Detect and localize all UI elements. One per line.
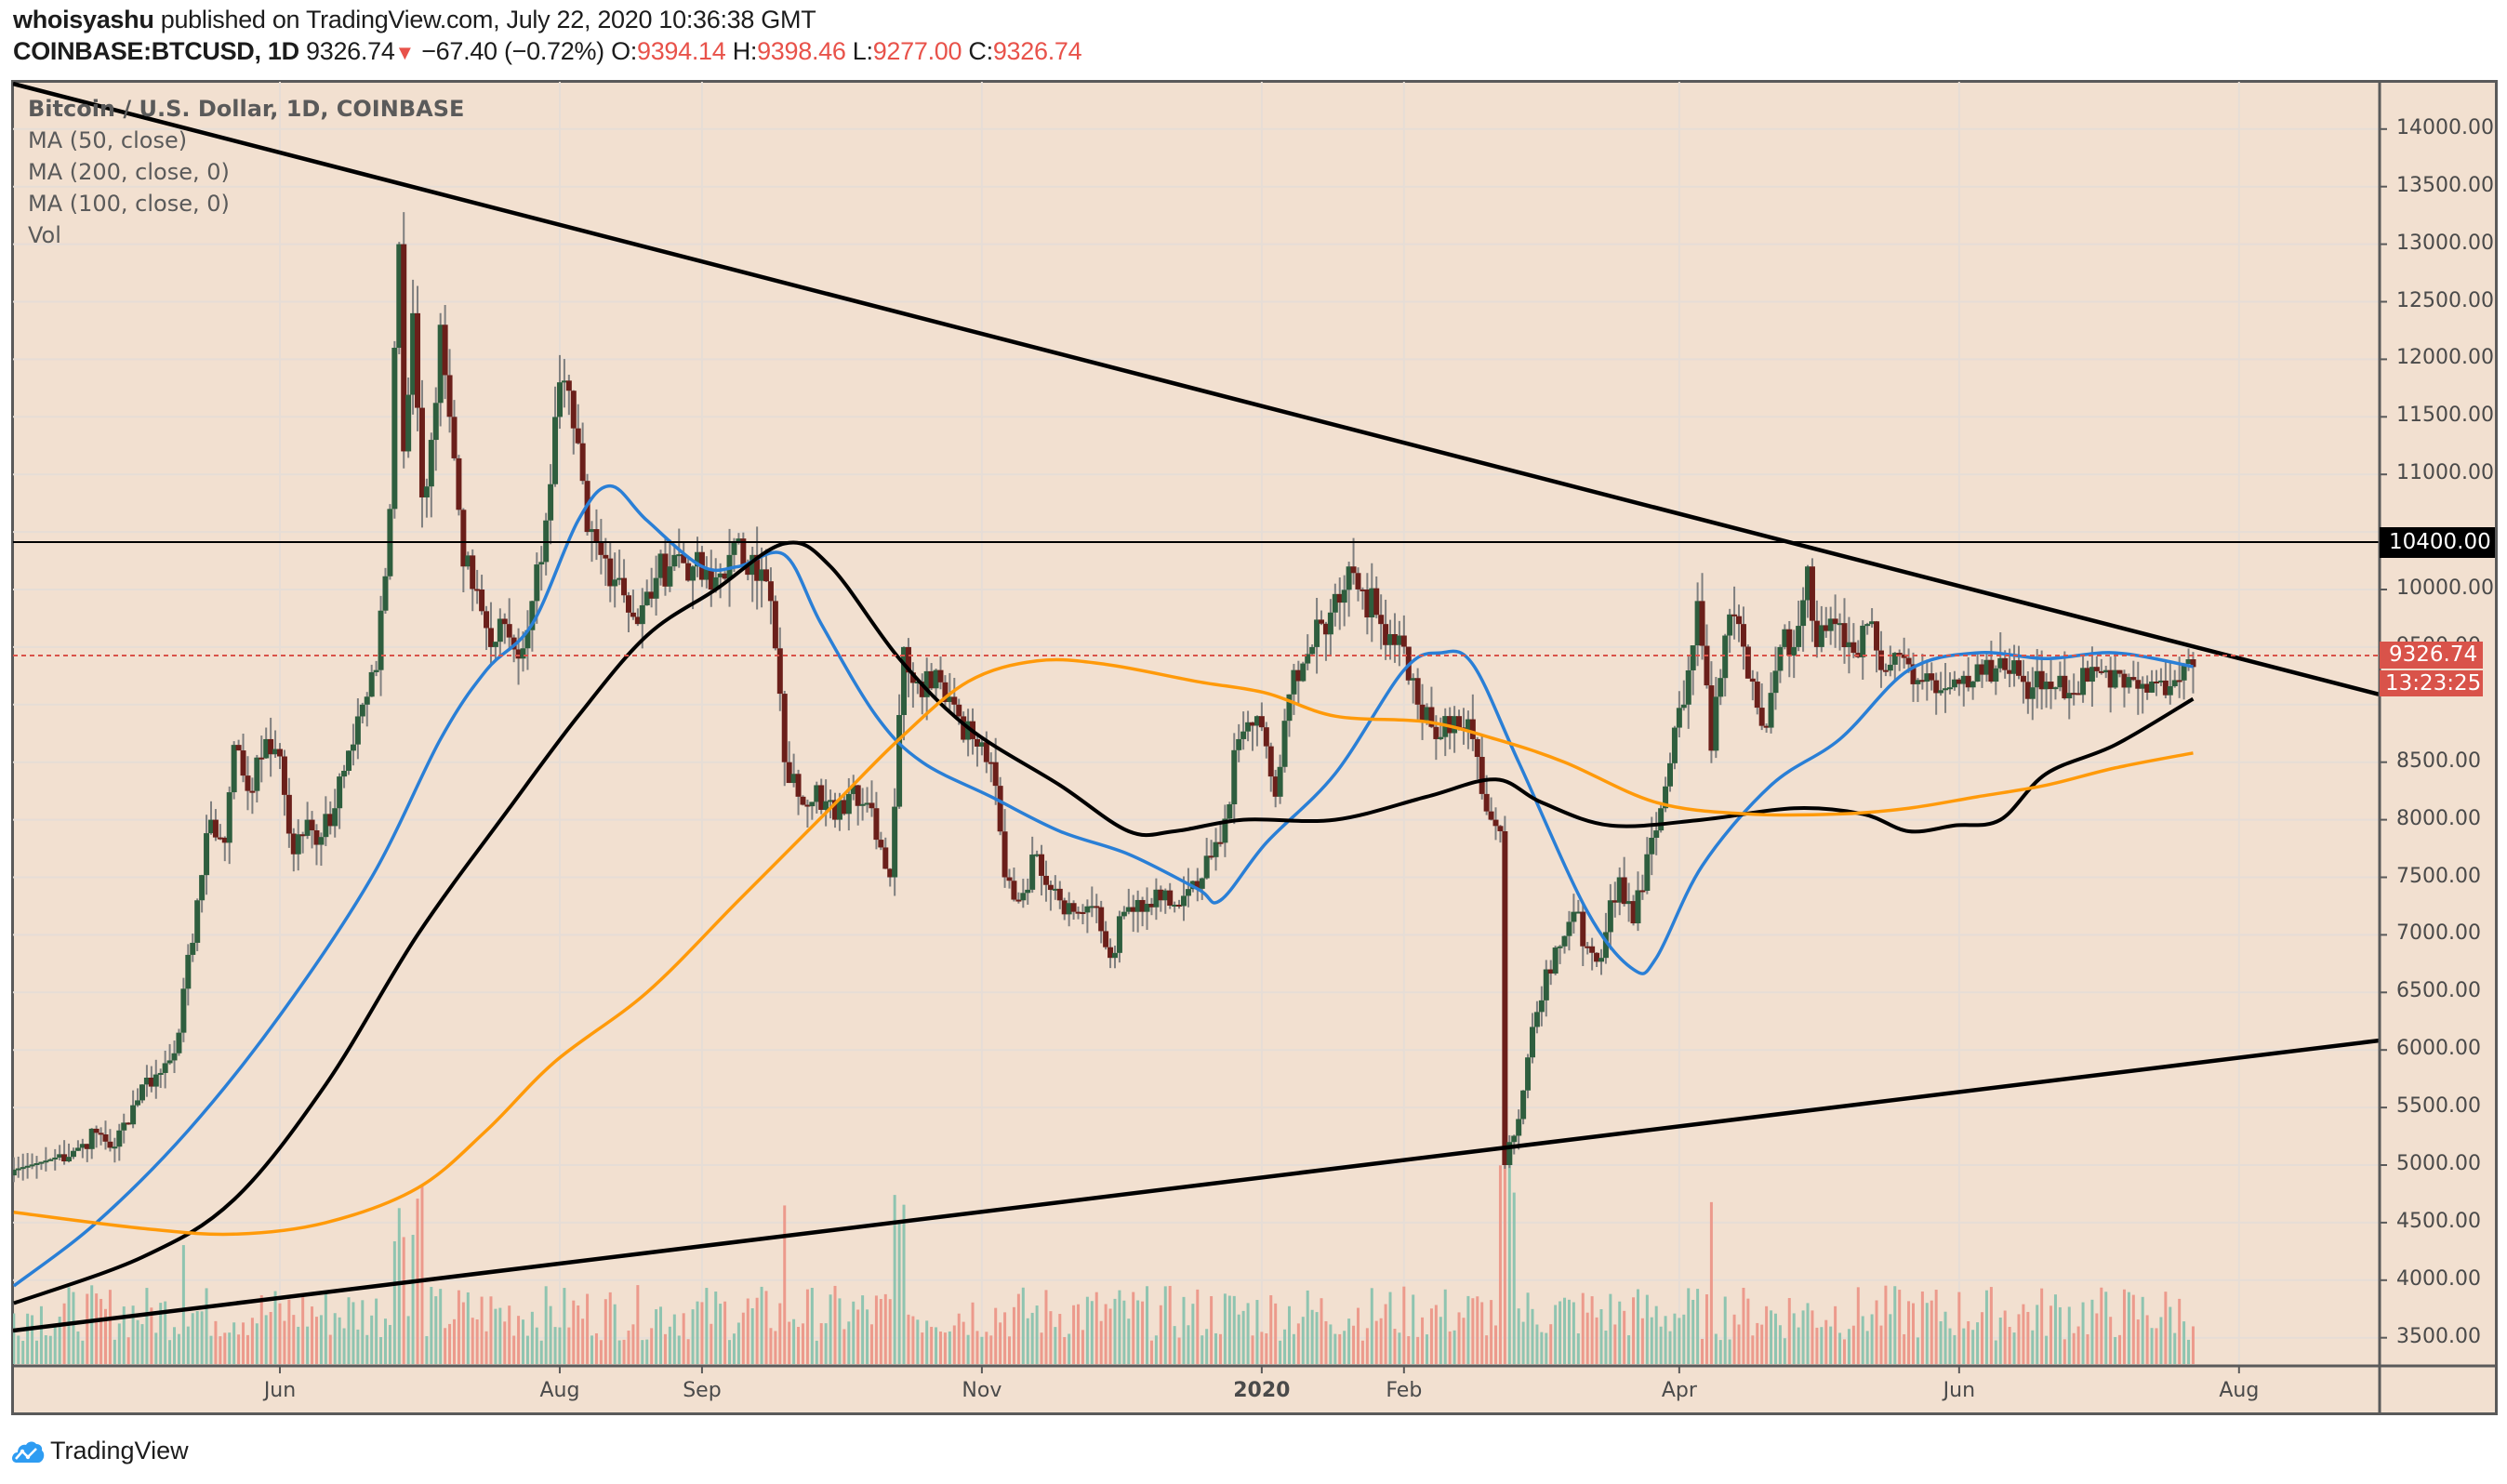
price-tick-label: 8500.00 [2396,749,2481,773]
level-price-badge: 10400.00 [2380,527,2495,558]
legend-ma50[interactable]: MA (50, close) [28,127,188,153]
time-tick-label: Jun [263,1379,297,1402]
tradingview-logo[interactable]: TradingView [11,1437,189,1465]
time-tick-label: 2020 [1233,1379,1291,1402]
price-tick-label: 8000.00 [2396,806,2481,830]
legend-ma100[interactable]: MA (100, close, 0) [28,191,230,217]
price-tick-label: 11000.00 [2396,461,2494,485]
legend-ma200[interactable]: MA (200, close, 0) [28,159,230,185]
price-change: −67.40 (−0.72%) [421,37,604,65]
time-tick-label: Nov [962,1379,1002,1402]
close-label: C: [968,37,993,65]
published-text: published on TradingView.com, July 22, 2… [160,6,816,33]
price-tick-label: 7500.00 [2396,864,2481,888]
price-tick-label: 5000.00 [2396,1152,2481,1175]
price-tick-label: 6000.00 [2396,1037,2481,1061]
symbol-label: COINBASE:BTCUSD, 1D [13,37,299,65]
bar-countdown-badge: 13:23:25 [2380,670,2483,696]
price-tick-label: 4500.00 [2396,1209,2481,1233]
time-tick-label: Aug [539,1379,580,1402]
open-label: O: [611,37,637,65]
price-tick-label: 6500.00 [2396,979,2481,1003]
legend-title[interactable]: Bitcoin / U.S. Dollar, 1D, COINBASE [28,96,465,122]
time-tick-label: Aug [2219,1379,2260,1402]
price-tick-label: 4000.00 [2396,1266,2481,1291]
high-label: H: [732,37,758,65]
down-arrow-icon: ▼ [394,41,416,64]
high-value: 9398.46 [757,37,846,65]
last-price: 9326.74 [306,37,395,65]
tradingview-cloud-icon [12,1440,45,1463]
open-value: 9394.14 [636,37,726,65]
chart-legend: Bitcoin / U.S. Dollar, 1D, COINBASE MA (… [28,93,464,251]
legend-volume[interactable]: Vol [28,222,61,248]
low-label: L: [852,37,873,65]
time-tick-label: Jun [1943,1379,1976,1402]
current-price-badge: 9326.74 [2380,642,2483,669]
ohlc-bar: COINBASE:BTCUSD, 1D 9326.74▼ −67.40 (−0.… [13,37,1082,66]
price-tick-label: 5500.00 [2396,1094,2481,1119]
author-name[interactable]: whoisyashu [13,6,154,33]
price-tick-label: 13000.00 [2396,231,2494,255]
price-tick-label: 3500.00 [2396,1324,2481,1348]
low-value: 9277.00 [872,37,962,65]
price-tick-label: 13500.00 [2396,173,2494,197]
time-tick-label: Apr [1661,1379,1697,1402]
price-tick-label: 7000.00 [2396,921,2481,946]
time-tick-label: Sep [683,1379,722,1402]
time-tick-label: Feb [1386,1379,1423,1402]
close-value: 9326.74 [992,37,1082,65]
price-tick-label: 14000.00 [2396,115,2494,139]
price-tick-label: 12500.00 [2396,288,2494,312]
publish-info: whoisyashu published on TradingView.com,… [13,6,816,34]
price-tick-label: 10000.00 [2396,576,2494,600]
price-tick-label: 12000.00 [2396,346,2494,370]
price-tick-label: 11500.00 [2396,404,2494,428]
brand-name: TradingView [50,1437,189,1464]
